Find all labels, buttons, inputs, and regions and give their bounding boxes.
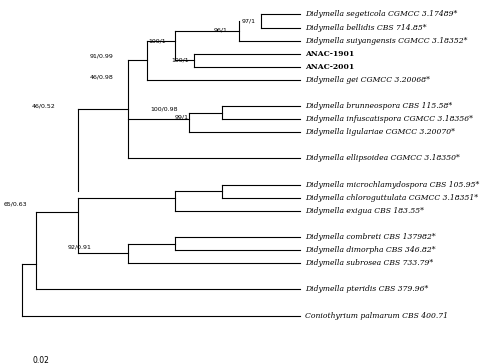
Text: Didymella suiyangensis CGMCC 3.18352*: Didymella suiyangensis CGMCC 3.18352* [306,37,468,45]
Text: ANAC-2001: ANAC-2001 [306,63,354,71]
Text: Coniothyrium palmarum CBS 400.71: Coniothyrium palmarum CBS 400.71 [306,312,448,320]
Text: Didymella brunneospora CBS 115.58*: Didymella brunneospora CBS 115.58* [306,102,452,110]
Text: Didymella ligulariae CGMCC 3.20070*: Didymella ligulariae CGMCC 3.20070* [306,128,456,136]
Text: 100/1: 100/1 [149,38,166,43]
Text: Didymella ellipsoidea CGMCC 3.18350*: Didymella ellipsoidea CGMCC 3.18350* [306,154,460,162]
Text: 92/0.91: 92/0.91 [68,245,92,250]
Text: Didymella microchlamydospora CBS 105.95*: Didymella microchlamydospora CBS 105.95* [306,181,480,189]
Text: Didymella subrosea CBS 733.79*: Didymella subrosea CBS 733.79* [306,259,434,267]
Text: Didymella infuscatispora CGMCC 3.18356*: Didymella infuscatispora CGMCC 3.18356* [306,115,474,123]
Text: Didymella combreti CBS 137982*: Didymella combreti CBS 137982* [306,233,436,241]
Text: Didymella chloroguttulata CGMCC 3.18351*: Didymella chloroguttulata CGMCC 3.18351* [306,194,478,202]
Text: 65/0.63: 65/0.63 [4,202,28,207]
Text: Didymella exigua CBS 183.55*: Didymella exigua CBS 183.55* [306,207,424,215]
Text: Didymella segeticola CGMCC 3.17489*: Didymella segeticola CGMCC 3.17489* [306,11,458,19]
Text: 46/0.52: 46/0.52 [32,104,56,108]
Text: ANAC-1901: ANAC-1901 [306,50,354,58]
Text: Didymella gei CGMCC 3.20068*: Didymella gei CGMCC 3.20068* [306,76,430,84]
Text: 100/0.98: 100/0.98 [150,106,178,111]
Text: 97/1: 97/1 [242,19,256,24]
Text: 0.02: 0.02 [33,356,50,364]
Text: 46/0.98: 46/0.98 [90,75,114,80]
Text: 100/1: 100/1 [171,58,188,63]
Text: 91/0.99: 91/0.99 [90,54,114,59]
Text: Didymella pteridis CBS 379.96*: Didymella pteridis CBS 379.96* [306,285,428,293]
Text: 96/1: 96/1 [214,28,228,33]
Text: Didymella bellidis CBS 714.85*: Didymella bellidis CBS 714.85* [306,24,427,32]
Text: 99/1: 99/1 [174,114,188,119]
Text: Didymella dimorpha CBS 346.82*: Didymella dimorpha CBS 346.82* [306,246,436,254]
